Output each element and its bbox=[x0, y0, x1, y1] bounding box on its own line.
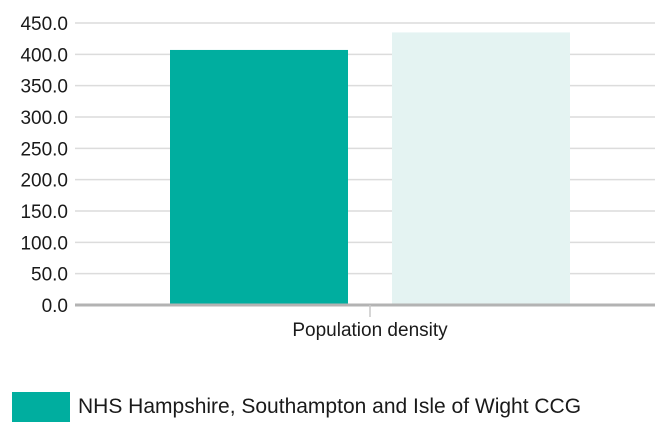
x-category-label: Population density bbox=[292, 320, 448, 341]
legend-label: NHS Hampshire, Southampton and Isle of W… bbox=[78, 395, 582, 418]
y-tick-label: 400.0 bbox=[20, 45, 68, 66]
y-tick-label: 300.0 bbox=[20, 108, 68, 129]
y-tick-label: 350.0 bbox=[20, 77, 68, 98]
y-tick-label: 0.0 bbox=[42, 296, 68, 317]
legend-swatch bbox=[12, 392, 70, 422]
y-axis-tick-labels: 0.0 50.0 100.0 150.0 200.0 250.0 300.0 350.0 400… bbox=[20, 14, 68, 317]
bar-2 bbox=[392, 32, 570, 306]
y-tick-label: 100.0 bbox=[20, 233, 68, 254]
x-axis: Population density bbox=[75, 303, 655, 341]
y-tick-label: 450.0 bbox=[20, 14, 68, 35]
y-tick-label: 150.0 bbox=[20, 202, 68, 223]
bars bbox=[170, 32, 570, 306]
bar-1 bbox=[170, 49, 348, 305]
y-tick-label: 200.0 bbox=[20, 171, 68, 192]
legend: NHS Hampshire, Southampton and Isle of W… bbox=[12, 392, 581, 422]
bar-chart: 0.0 50.0 100.0 150.0 200.0 250.0 300.0 350.0 400… bbox=[20, 14, 655, 341]
y-tick-label: 50.0 bbox=[31, 265, 68, 286]
y-tick-label: 250.0 bbox=[20, 139, 68, 160]
